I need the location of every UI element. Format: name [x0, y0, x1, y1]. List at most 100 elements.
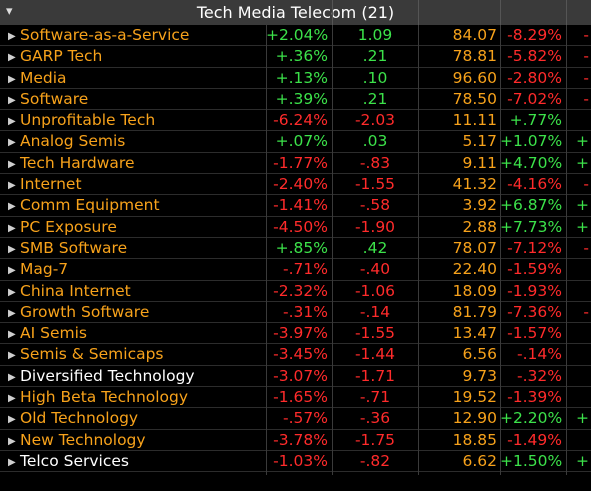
- expand-triangle-icon[interactable]: ▶: [8, 222, 16, 234]
- expand-triangle-icon[interactable]: ▶: [8, 414, 16, 426]
- net-change-cell: -1.55: [354, 324, 396, 343]
- table-row[interactable]: ▶ China Internet -2.32% -1.06 18.09 -1.93%: [0, 281, 591, 302]
- table-row[interactable]: ▶ Old Technology -.57% -.36 12.90 +2.20% +: [0, 408, 591, 430]
- expand-triangle-icon[interactable]: ▶: [8, 243, 16, 255]
- table-row[interactable]: ▶ Growth Software -.31% -.14 81.79 -7.36% -: [0, 302, 591, 324]
- sector-name-cell[interactable]: ▶ Internet: [0, 174, 266, 194]
- table-row[interactable]: ▶ Media +.13% .10 96.60 -2.80% -: [0, 68, 591, 89]
- expand-triangle-icon[interactable]: ▶: [8, 393, 16, 405]
- period-change-cell: -7.02%: [507, 89, 562, 108]
- sector-name-cell[interactable]: ▶ Tech Hardware: [0, 153, 266, 173]
- period-change-cell: +6.87%: [500, 196, 563, 215]
- expand-triangle-icon[interactable]: ▶: [8, 116, 16, 128]
- table-row[interactable]: ▶ New Technology -3.78% -1.75 18.85 -1.49%: [0, 430, 591, 451]
- sector-name-cell[interactable]: ▶ High Beta Technology: [0, 387, 266, 407]
- sector-name-cell[interactable]: ▶ Analog Semis: [0, 131, 266, 151]
- sector-name-cell[interactable]: ▶ Growth Software: [0, 302, 266, 322]
- period-change-cell: -2.80%: [507, 68, 562, 87]
- expand-triangle-icon[interactable]: ▶: [8, 158, 16, 170]
- sector-name-cell[interactable]: ▶ GARP Tech: [0, 46, 266, 66]
- price-cell: 96.60: [452, 68, 497, 87]
- table-row[interactable]: ▶ High Beta Technology -1.65% -.71 19.52 -1.3…: [0, 387, 591, 409]
- sector-name-cell[interactable]: ▶ Software-as-a-Service: [0, 25, 266, 45]
- expand-triangle-icon[interactable]: ▶: [8, 201, 16, 213]
- table-row[interactable]: ▶ Comm Equipment -1.41% -.58 3.92 +6.87% +: [0, 195, 591, 217]
- percent-change-cell: +.07%: [275, 132, 328, 151]
- sector-name-cell[interactable]: ▶ Semis & Semicaps: [0, 344, 266, 364]
- expand-triangle-icon[interactable]: ▶: [8, 329, 16, 341]
- sector-name-cell[interactable]: ▶ PC Exposure: [0, 217, 266, 237]
- table-row[interactable]: ▶ AI Semis -3.97% -1.55 13.47 -1.57%: [0, 323, 591, 345]
- expand-triangle-icon[interactable]: ▶: [8, 137, 16, 149]
- expand-triangle-icon[interactable]: ▶: [8, 52, 16, 64]
- net-change-cell: .21: [362, 47, 388, 66]
- sector-name-cell[interactable]: ▶ Software: [0, 89, 266, 109]
- sector-name-cell[interactable]: ▶ Unprofitable Tech: [0, 110, 266, 130]
- net-change-cell: .21: [362, 89, 388, 108]
- sector-name-cell[interactable]: ▶ China Internet: [0, 281, 266, 301]
- price-cell: 78.50: [452, 89, 497, 108]
- period-change-cell: -4.16%: [507, 175, 562, 194]
- sector-name-cell[interactable]: ▶ Media: [0, 68, 266, 88]
- group-header[interactable]: ▾ Tech Media Telecom (21): [0, 0, 591, 25]
- expand-triangle-icon[interactable]: ▶: [8, 265, 16, 277]
- collapse-triangle-icon[interactable]: ▾: [6, 4, 13, 19]
- expand-triangle-icon[interactable]: ▶: [8, 73, 16, 85]
- table-row[interactable]: ▶ Tech Hardware -1.77% -.83 9.11 +4.70% +: [0, 153, 591, 175]
- expand-triangle-icon[interactable]: ▶: [8, 31, 16, 42]
- table-row[interactable]: ▶ Unprofitable Tech -6.24% -2.03 11.11 +.77%: [0, 110, 591, 132]
- price-cell: 41.32: [452, 175, 497, 194]
- period-change-cell: -1.49%: [507, 430, 562, 449]
- price-cell: 9.11: [462, 153, 497, 172]
- sector-name: New Technology: [20, 430, 146, 449]
- table-row[interactable]: ▶ SMB Software +.85% .42 78.07 -7.12% -: [0, 238, 591, 260]
- sector-name-cell[interactable]: ▶ Telco Services: [0, 451, 266, 471]
- net-change-cell: 1.09: [357, 26, 393, 44]
- header-divider: [418, 0, 419, 25]
- expand-triangle-icon[interactable]: ▶: [8, 94, 16, 106]
- price-cell: 18.85: [452, 430, 497, 449]
- sector-name-cell[interactable]: ▶ Comm Equipment: [0, 195, 266, 215]
- expand-triangle-icon[interactable]: ▶: [8, 435, 16, 447]
- table-row[interactable]: ▶ Semis & Semicaps -3.45% -1.44 6.56 -.14%: [0, 344, 591, 366]
- expand-triangle-icon[interactable]: ▶: [8, 180, 16, 192]
- table-row[interactable]: ▶ Telco Services -1.03% -.82 6.62 +1.50% +: [0, 451, 591, 473]
- expand-triangle-icon[interactable]: ▶: [8, 456, 16, 468]
- price-cell: 18.09: [452, 281, 497, 300]
- table-row[interactable]: ▶ Software-as-a-Service +2.04% 1.09 84.07 -8.…: [0, 25, 591, 47]
- table-row[interactable]: ▶ Software +.39% .21 78.50 -7.02% -: [0, 89, 591, 111]
- price-cell: 22.40: [452, 260, 497, 279]
- price-cell: 3.92: [462, 196, 497, 215]
- footer-space: [0, 475, 591, 491]
- expand-triangle-icon[interactable]: ▶: [8, 286, 16, 298]
- sector-name: Unprofitable Tech: [20, 111, 156, 130]
- table-row[interactable]: ▶ Mag-7 -.71% -.40 22.40 -1.59%: [0, 259, 591, 281]
- sector-name-cell[interactable]: ▶ Mag-7: [0, 259, 266, 279]
- table-row[interactable]: ▶ Analog Semis +.07% .03 5.17 +1.07% +: [0, 131, 591, 153]
- table-row[interactable]: ▶ PC Exposure -4.50% -1.90 2.88 +7.73% +: [0, 217, 591, 238]
- sector-name-cell[interactable]: ▶ New Technology: [0, 430, 266, 450]
- sector-name-cell[interactable]: ▶ AI Semis: [0, 323, 266, 343]
- table-row[interactable]: ▶ Diversified Technology -3.07% -1.71 9.73 -.…: [0, 366, 591, 388]
- period-change-cell: -5.82%: [507, 47, 562, 66]
- expand-triangle-icon[interactable]: ▶: [8, 307, 16, 319]
- sector-name-cell[interactable]: ▶ Old Technology: [0, 408, 266, 428]
- table-row[interactable]: ▶ Internet -2.40% -1.55 41.32 -4.16% -: [0, 174, 591, 196]
- sector-name-cell[interactable]: ▶ SMB Software: [0, 238, 266, 258]
- percent-change-cell: +.36%: [275, 47, 328, 66]
- header-divider: [566, 0, 567, 25]
- group-title: Tech Media Telecom (21): [196, 3, 395, 22]
- percent-change-cell: -.71%: [283, 260, 328, 279]
- period-change-cell: -7.36%: [507, 302, 562, 321]
- table-row[interactable]: ▶ GARP Tech +.36% .21 78.81 -5.82% -: [0, 46, 591, 68]
- price-cell: 5.17: [462, 132, 497, 151]
- percent-change-cell: -2.32%: [273, 281, 328, 300]
- sector-name: China Internet: [20, 281, 131, 300]
- header-divider: [332, 0, 333, 25]
- expand-triangle-icon[interactable]: ▶: [8, 350, 16, 362]
- price-cell: 2.88: [462, 217, 497, 236]
- expand-triangle-icon[interactable]: ▶: [8, 371, 16, 383]
- sector-name-cell[interactable]: ▶ Diversified Technology: [0, 366, 266, 386]
- price-cell: 11.11: [452, 111, 497, 130]
- period-change-cell: -.14%: [517, 345, 562, 364]
